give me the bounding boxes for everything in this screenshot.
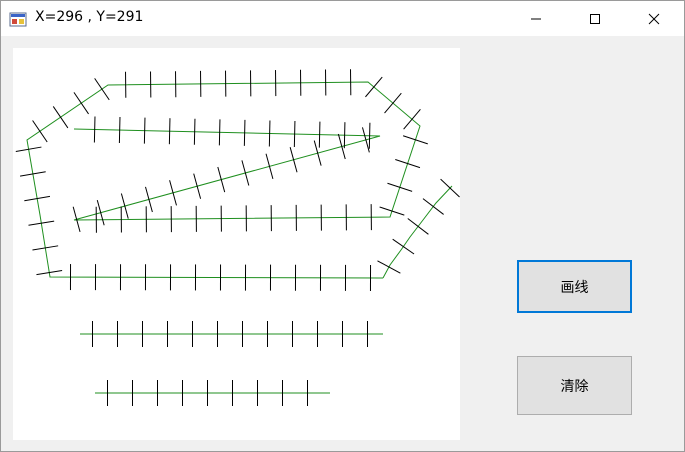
tick-mark [368,122,371,149]
tick-mark [440,178,460,198]
tick-mark [168,118,171,145]
tick-mark [15,146,42,152]
tick-mark [395,159,421,169]
clear-button[interactable]: 清除 [517,356,632,415]
tick-mark [402,135,428,145]
tick-mark [118,117,121,144]
tick-mark [337,133,346,160]
tick-mark [52,106,69,129]
minimize-button[interactable] [507,1,565,36]
tick-mark [293,121,296,148]
maximize-icon [590,14,600,24]
tick-mark [93,116,96,143]
draw-line-button[interactable]: 画线 [517,260,632,313]
stroke-outer-line [382,185,453,279]
stroke-outer [377,178,460,279]
tick-mark [169,180,177,206]
stroke-outer-polygon [15,69,428,291]
tick-mark [145,186,153,213]
drawing-canvas[interactable] [13,48,460,440]
tick-mark [24,195,51,202]
minimize-icon [531,18,541,20]
tick-mark [217,166,226,193]
tick-mark [94,78,110,101]
tick-mark [73,92,89,115]
tick-mark [193,118,196,145]
app-icon [9,12,27,27]
tick-mark [377,260,401,274]
stroke-outer-polygon-line [26,81,421,279]
tick-mark [365,76,383,98]
tick-mark [422,198,444,215]
tick-mark [268,120,271,147]
tick-mark [143,117,146,144]
maximize-button[interactable] [566,1,624,36]
tick-mark [361,127,370,153]
tick-mark [265,153,274,180]
tick-mark [407,218,429,235]
stroke-middle [80,321,383,347]
tick-mark [32,245,59,251]
tick-mark [313,140,322,166]
close-button[interactable] [625,1,683,36]
tick-mark [289,147,298,173]
tick-mark [218,119,221,146]
drawing-surface [15,69,460,406]
tick-mark [193,173,202,199]
tick-mark [32,120,48,143]
close-icon [648,13,660,25]
tick-mark [392,238,415,255]
title-bar[interactable]: X=296 , Y=291 [1,1,684,36]
tick-mark [243,119,246,146]
tick-mark [120,193,129,219]
tick-mark [387,182,413,192]
stroke-bottom [95,380,330,406]
tick-mark [241,160,250,186]
window-title: X=296 , Y=291 [35,9,144,25]
tick-mark [19,171,46,177]
tick-mark [318,121,321,148]
tick-mark [36,269,63,276]
tick-mark [96,199,105,226]
tick-mark [403,108,421,130]
tick-mark [343,122,346,149]
tick-mark [384,92,402,114]
tick-mark [72,206,81,232]
tick-mark [379,206,405,216]
tick-mark [28,220,55,226]
